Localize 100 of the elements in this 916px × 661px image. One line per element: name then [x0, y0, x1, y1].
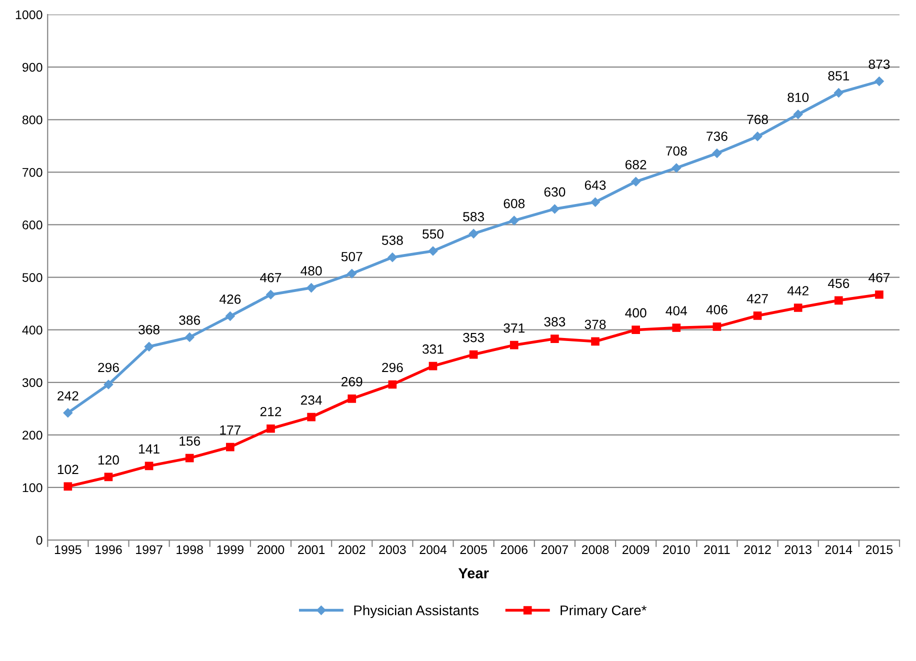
y-tick-label: 200: [22, 430, 42, 440]
point: [185, 454, 194, 462]
x-tick-label: 2014: [825, 545, 852, 554]
point: [347, 268, 356, 278]
point: [793, 110, 803, 120]
point: [631, 177, 640, 186]
data-label: 269: [342, 377, 362, 386]
point: [428, 362, 438, 370]
data-label: 810: [788, 92, 809, 102]
x-tick-label: 1998: [176, 545, 203, 554]
point: [63, 408, 73, 418]
data-label: 583: [463, 212, 484, 222]
x-tick-label: 2000: [257, 545, 284, 554]
point: [104, 472, 113, 482]
data-label: 643: [584, 180, 606, 190]
y-tick-label: 900: [22, 62, 42, 72]
data-label: 371: [504, 323, 524, 333]
data-label: 353: [463, 332, 484, 342]
x-tick-label: 2005: [460, 545, 487, 554]
point: [184, 332, 194, 342]
point: [306, 283, 316, 292]
data-label: 507: [341, 252, 362, 262]
data-label: 608: [504, 198, 525, 208]
y-tick-label: 100: [22, 483, 42, 492]
data-label: 242: [58, 391, 78, 400]
point: [834, 296, 843, 305]
data-label: 708: [666, 146, 687, 156]
point: [388, 380, 397, 389]
data-label: 378: [584, 320, 606, 330]
point: [591, 337, 600, 346]
data-label: 296: [98, 362, 119, 372]
legend-label: Physician Assistants: [354, 605, 478, 618]
data-label: 156: [180, 436, 200, 446]
legend-label: Primary Care*: [560, 605, 647, 618]
x-tick-label: 1995: [54, 545, 82, 554]
data-label: 768: [747, 114, 768, 124]
x-tick-label: 2009: [622, 545, 650, 554]
data-label: 120: [98, 455, 119, 465]
data-label: 630: [544, 187, 566, 197]
point: [307, 412, 316, 422]
y-tick-label: 400: [22, 326, 42, 334]
data-label: 442: [787, 286, 808, 296]
data-label: 480: [300, 266, 322, 276]
data-label: 212: [260, 406, 282, 416]
data-label: 456: [828, 278, 850, 288]
x-tick-label: 2010: [663, 545, 690, 554]
point: [510, 216, 519, 226]
data-label: 426: [219, 294, 241, 304]
x-tick-label: 1999: [217, 545, 244, 554]
point: [388, 252, 398, 262]
x-tick-label: 2002: [338, 545, 366, 554]
x-tick-label: 2007: [541, 545, 568, 554]
y-tick-label: 1000: [16, 10, 42, 20]
x-tick-label: 1997: [136, 545, 162, 554]
point: [226, 442, 234, 452]
y-tick-label: 0: [36, 536, 42, 545]
y-tick-label: 700: [22, 168, 42, 177]
x-tick-label: 2013: [784, 545, 812, 554]
point: [550, 334, 559, 343]
point: [712, 148, 722, 158]
x-tick-label: 2012: [744, 545, 771, 554]
point: [144, 462, 154, 470]
x-axis-title: Year: [458, 568, 489, 578]
point: [428, 246, 438, 256]
data-label: 682: [626, 160, 646, 170]
x-tick-label: 2004: [420, 545, 447, 554]
x-tick-label: 2008: [582, 545, 609, 554]
data-label: 141: [139, 444, 160, 454]
point: [468, 229, 478, 238]
point: [104, 380, 114, 390]
data-label: 427: [746, 294, 768, 304]
point: [348, 394, 356, 403]
y-tick-label: 800: [22, 115, 42, 124]
y-tick-label: 500: [22, 273, 42, 282]
y-tick-label: 300: [22, 378, 42, 388]
data-label: 383: [544, 317, 566, 326]
data-label: 550: [422, 229, 444, 239]
point: [834, 88, 844, 98]
data-label: 736: [706, 132, 728, 141]
data-label: 102: [58, 464, 78, 474]
point: [672, 163, 682, 173]
point: [590, 198, 600, 207]
data-label: 331: [422, 344, 444, 354]
data-label: 234: [300, 395, 322, 405]
point: [632, 326, 640, 334]
data-label: 467: [260, 272, 282, 282]
data-label: 538: [382, 236, 403, 245]
x-tick-label: 2015: [866, 545, 893, 554]
data-label: 386: [179, 316, 200, 325]
point: [794, 304, 802, 312]
point: [226, 312, 235, 321]
data-label: 368: [138, 324, 160, 334]
data-label: 400: [625, 308, 646, 318]
data-label: 296: [382, 362, 403, 372]
point: [672, 324, 681, 332]
point: [874, 76, 884, 86]
data-label: 851: [828, 71, 850, 81]
point: [64, 482, 72, 491]
point: [875, 290, 884, 299]
point: [266, 424, 275, 433]
